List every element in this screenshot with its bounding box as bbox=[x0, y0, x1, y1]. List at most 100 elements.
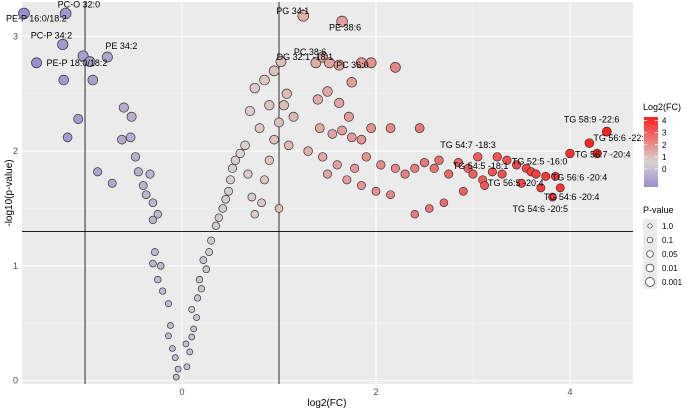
data-point bbox=[165, 332, 172, 340]
data-point bbox=[343, 111, 354, 122]
data-point bbox=[536, 183, 546, 193]
data-point bbox=[226, 175, 235, 185]
data-point bbox=[268, 65, 280, 77]
size-legend-label: 0.05 bbox=[662, 250, 678, 259]
grid bbox=[22, 2, 633, 384]
data-point bbox=[350, 163, 360, 173]
data-point bbox=[357, 181, 366, 190]
color-legend-label: 1 bbox=[662, 153, 667, 162]
data-point bbox=[18, 7, 30, 20]
point-label: TG 58:9 -22:6 bbox=[564, 115, 620, 125]
data-point bbox=[172, 373, 180, 381]
data-point bbox=[318, 152, 328, 162]
data-point bbox=[410, 210, 419, 219]
data-point bbox=[314, 123, 325, 134]
data-point bbox=[288, 111, 299, 122]
data-point bbox=[371, 186, 381, 196]
size-legend-circle bbox=[645, 263, 655, 273]
data-point bbox=[101, 51, 113, 63]
data-point bbox=[87, 74, 99, 86]
data-point bbox=[439, 198, 449, 208]
data-point bbox=[117, 134, 127, 145]
data-point bbox=[202, 265, 211, 274]
data-point bbox=[550, 171, 560, 181]
data-point bbox=[274, 204, 284, 213]
point-label: PC 38:6 bbox=[294, 47, 327, 57]
y-tick-label: 3 bbox=[13, 31, 18, 41]
point-label: PG 34:1 bbox=[276, 6, 309, 16]
x-tick-label: 4 bbox=[567, 387, 572, 397]
data-point bbox=[73, 114, 84, 124]
data-point bbox=[444, 169, 454, 179]
data-point bbox=[227, 163, 238, 173]
point-label: DG 32:1 -18:1 bbox=[277, 52, 334, 62]
data-point bbox=[167, 322, 174, 329]
data-point bbox=[164, 300, 172, 308]
data-point bbox=[548, 192, 557, 202]
data-point bbox=[283, 140, 294, 151]
data-point bbox=[425, 204, 434, 213]
data-point bbox=[133, 167, 143, 177]
data-point bbox=[182, 340, 190, 348]
data-point bbox=[240, 140, 250, 151]
data-point bbox=[31, 57, 42, 69]
color-legend-title: Log2(FC) bbox=[643, 102, 681, 112]
point-label: TG 56:6 -22:4 bbox=[593, 133, 649, 143]
data-point bbox=[453, 157, 464, 168]
data-point bbox=[186, 348, 194, 356]
data-point bbox=[386, 190, 395, 200]
data-point bbox=[346, 132, 357, 143]
data-point bbox=[312, 94, 323, 105]
data-point bbox=[188, 333, 196, 341]
color-legend-bar bbox=[644, 117, 658, 187]
data-point bbox=[250, 210, 259, 219]
point-label: TG 56:7 -20:4 bbox=[575, 149, 631, 159]
data-point bbox=[429, 163, 439, 173]
data-point bbox=[497, 169, 507, 179]
data-point bbox=[337, 125, 347, 136]
size-legend-circle bbox=[646, 236, 654, 244]
color-legend-label: 0 bbox=[662, 165, 667, 174]
data-point bbox=[601, 126, 612, 137]
data-point bbox=[385, 123, 396, 134]
data-point bbox=[259, 74, 270, 86]
data-point bbox=[58, 74, 69, 86]
data-point bbox=[390, 62, 401, 73]
data-point bbox=[366, 123, 377, 134]
data-point bbox=[332, 160, 342, 170]
y-tick-label: 2 bbox=[13, 146, 18, 156]
data-point bbox=[346, 77, 357, 88]
data-point bbox=[221, 194, 230, 204]
size-legend-label: 0.01 bbox=[662, 264, 678, 273]
point-label: PE 38:6 bbox=[329, 23, 361, 33]
data-point bbox=[269, 134, 279, 145]
size-legend-circle bbox=[646, 250, 654, 258]
size-legend-circle bbox=[647, 223, 653, 229]
point-label: PC-P 34:2 bbox=[31, 30, 72, 40]
data-point bbox=[174, 365, 182, 373]
point-label: TG 54:6 -20:4 bbox=[544, 192, 600, 202]
data-point bbox=[205, 248, 214, 256]
size-legend-label: 0.001 bbox=[662, 278, 683, 287]
data-point bbox=[390, 163, 400, 173]
data-point bbox=[150, 248, 159, 256]
data-point bbox=[517, 178, 526, 188]
data-point bbox=[171, 354, 179, 361]
point-label: PC-O 32:0 bbox=[58, 0, 101, 9]
data-point bbox=[243, 169, 253, 179]
x-tick-label: 0 bbox=[180, 387, 185, 397]
point-label: TG 54:5 -18:1 bbox=[453, 161, 509, 171]
data-point bbox=[376, 160, 386, 170]
color-legend-label: 4 bbox=[662, 117, 667, 126]
data-point bbox=[492, 152, 502, 162]
size-legend-circle bbox=[645, 277, 655, 287]
data-point bbox=[531, 169, 541, 179]
data-point bbox=[214, 213, 224, 222]
color-legend-ticks: 4 3 2 1 0 bbox=[644, 117, 667, 174]
y-tick-labels: 0 1 2 3 bbox=[13, 31, 18, 385]
data-points bbox=[18, 7, 612, 381]
data-point bbox=[159, 287, 167, 295]
data-point bbox=[365, 57, 377, 69]
data-point bbox=[278, 100, 289, 111]
